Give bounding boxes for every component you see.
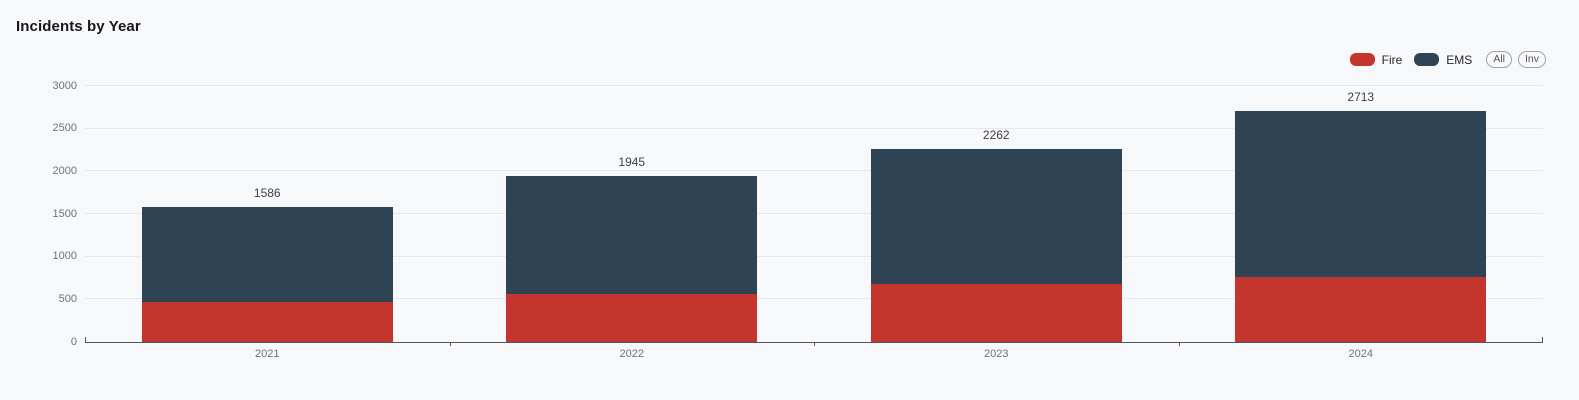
gridline-1000 [85,255,1543,257]
gridline-1500 [85,213,1543,214]
gridline-3000 [85,85,1543,86]
y-axis-tick-label-2500: 2500 [52,122,77,135]
plot-area: 0 500 1000 1500 2000 2500 3000 1586 2021 1945 2022… [53,80,1543,360]
bar-segment-ems-2022[interactable] [506,176,758,294]
x-axis-label-2021: 2021 [255,348,280,360]
y-axis-tick-label-2000: 2000 [52,164,77,177]
legend-label-fire: Fire [1381,52,1403,67]
gridline-500 [85,298,1543,300]
bar-segment-fire-2021[interactable] [141,301,393,342]
x-axis-label-2023: 2023 [984,348,1009,360]
x-axis-end-tick-left [85,337,86,342]
legend-item-ems[interactable]: EMS [1414,53,1472,67]
legend-label-ems: EMS [1446,52,1473,67]
x-axis-label-2022: 2022 [619,348,644,360]
bar-segment-ems-2021[interactable] [141,206,393,302]
chart-title: Incidents by Year [16,18,141,35]
bar-segment-fire-2023[interactable] [870,283,1122,342]
x-axis-tick [814,342,815,346]
bar-segment-ems-2023[interactable] [870,149,1122,284]
legend-items: Fire EMS [1349,52,1472,67]
legend-button-inv[interactable]: Inv [1517,51,1546,68]
gridline-2000 [85,170,1543,172]
legend-swatch-ems-icon [1414,53,1440,66]
x-axis-end-tick-right [1542,337,1543,342]
bar-segment-fire-2024[interactable] [1235,276,1487,342]
legend-filter-buttons: All Inv [1486,51,1546,68]
y-axis-tick-label-1000: 1000 [52,250,77,263]
gridline-2500 [85,127,1543,129]
y-axis-tick-label-3000: 3000 [52,79,77,92]
bar-total-label-2023: 2262 [982,127,1010,142]
chart-legend: Fire EMS All Inv [1349,51,1546,68]
legend-swatch-fire-icon [1349,53,1375,66]
bar-segment-ems-2024[interactable] [1235,110,1487,277]
legend-button-all[interactable]: All [1486,51,1512,68]
y-axis-tick-label-1500: 1500 [52,207,77,220]
bar-segment-fire-2022[interactable] [506,293,758,342]
bar-total-label-2021: 1586 [253,185,281,200]
bar-total-label-2024: 2713 [1347,89,1375,104]
legend-item-fire[interactable]: Fire [1349,52,1403,67]
y-axis-tick-label-500: 500 [58,292,77,305]
y-axis-tick-label-0: 0 [70,335,77,348]
x-axis-label-2024: 2024 [1348,348,1373,360]
bar-total-label-2022: 1945 [618,155,646,170]
x-axis-tick [1178,342,1180,346]
x-axis-tick [449,342,451,346]
